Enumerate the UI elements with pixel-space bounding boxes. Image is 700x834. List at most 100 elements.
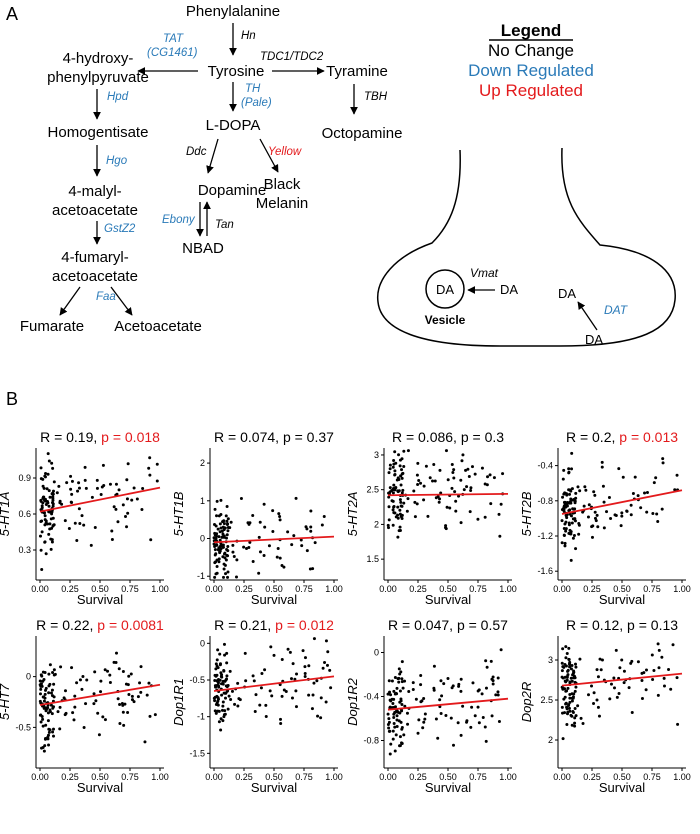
legend: Legend No Change Down Regulated Up Regul… <box>468 21 594 100</box>
data-point <box>415 473 419 477</box>
data-point <box>561 676 565 680</box>
data-point <box>136 695 140 699</box>
data-point <box>52 523 56 527</box>
data-point <box>217 720 221 724</box>
data-point <box>574 547 578 551</box>
data-point <box>388 463 392 467</box>
data-point <box>148 473 152 477</box>
data-point <box>400 476 404 480</box>
data-point <box>51 489 55 493</box>
data-point <box>393 749 397 753</box>
data-point <box>51 504 55 508</box>
data-point <box>220 693 224 697</box>
scatter-plot-5-ht2b: R = 0.2, p = 0.013 -1.6 -1.2 -0.8 -0.4 0.00 0.… <box>519 429 691 607</box>
data-point <box>486 475 490 479</box>
data-point <box>389 693 393 697</box>
data-point <box>593 493 597 497</box>
data-point <box>417 479 421 483</box>
data-point <box>141 487 145 491</box>
correlation-stats: R = 0.19, p = 0.018 <box>40 429 160 445</box>
data-point <box>221 575 225 579</box>
scatter-points <box>386 648 503 756</box>
data-point <box>320 523 324 527</box>
vesicle-da: DA <box>436 282 454 297</box>
data-point <box>484 659 488 663</box>
data-point <box>329 686 333 690</box>
data-point <box>391 523 395 527</box>
data-point <box>499 502 503 506</box>
data-point <box>565 651 569 655</box>
data-point <box>450 462 454 466</box>
scatter-plot-5-ht7: R = 0.22, p = 0.0081 -0.5 0 0.00 0.25 0.50 0.7… <box>0 617 169 795</box>
data-point <box>52 668 56 672</box>
data-point <box>95 478 99 482</box>
data-point <box>563 500 567 504</box>
data-point <box>398 744 402 748</box>
data-point <box>567 703 571 707</box>
data-point <box>125 497 129 501</box>
node-ldopa: L-DOPA <box>206 117 261 134</box>
correlation-stats: R = 0.12, p = 0.13 <box>566 617 678 633</box>
data-point <box>215 658 219 662</box>
data-point <box>595 513 599 517</box>
data-point <box>223 653 227 657</box>
data-point <box>299 538 303 542</box>
data-point <box>51 466 55 470</box>
data-point <box>461 453 465 457</box>
data-point <box>303 671 307 675</box>
data-point <box>48 510 52 514</box>
data-point <box>257 571 261 575</box>
data-point <box>476 517 480 521</box>
regression-line <box>561 489 683 515</box>
data-point <box>126 710 130 714</box>
scatter-points <box>38 452 159 572</box>
data-point <box>216 709 220 713</box>
data-point <box>43 670 47 674</box>
data-point <box>393 725 397 729</box>
data-point <box>93 670 97 674</box>
data-point <box>565 712 569 716</box>
data-point <box>396 677 400 681</box>
node-hydroxyphenylpyruvate-2: phenylpyruvate <box>47 69 149 86</box>
enzyme-th-alias: (Pale) <box>241 97 272 109</box>
data-point <box>567 646 571 650</box>
data-point <box>99 690 103 694</box>
data-point <box>573 519 577 523</box>
data-point <box>279 717 283 721</box>
x-axis-label: Survival <box>599 780 645 795</box>
data-point <box>414 697 418 701</box>
data-point <box>392 505 396 509</box>
data-point <box>587 503 591 507</box>
data-point <box>316 714 320 718</box>
data-point <box>473 472 477 476</box>
data-point <box>231 550 235 554</box>
x-tick-label: 0.00 <box>31 584 49 594</box>
data-point <box>81 675 85 679</box>
x-tick-label: 0.50 <box>265 772 283 782</box>
data-point <box>417 718 421 722</box>
data-point <box>216 703 220 707</box>
scatter-plot-dop1r1: R = 0.21, p = 0.012 -1.5 -1 -0.5 0 0.00 0.25 0.… <box>171 617 343 795</box>
y-tick-label: 2.5 <box>540 695 553 705</box>
data-point <box>614 513 618 517</box>
legend-no-change: No Change <box>488 41 574 60</box>
data-point <box>566 500 570 504</box>
data-point <box>571 696 575 700</box>
y-tick-label: -0.8 <box>537 496 553 506</box>
data-point <box>47 730 51 734</box>
data-point <box>267 544 271 548</box>
data-point <box>218 522 222 526</box>
data-point <box>439 679 443 683</box>
node-fumarylacetoacetate-1: 4-fumaryl- <box>61 249 129 266</box>
scatter-plot-5-ht1a: R = 0.19, p = 0.018 0.3 0.6 0.9 0.00 0.25 0.50… <box>0 429 169 607</box>
node-nbad: NBAD <box>182 240 224 257</box>
data-point <box>602 500 606 504</box>
data-point <box>248 540 252 544</box>
y-axis-label: 5-HT7 <box>0 683 12 720</box>
data-point <box>612 676 616 680</box>
data-point <box>226 570 230 574</box>
data-point <box>564 492 568 496</box>
data-point <box>280 563 284 567</box>
data-point <box>78 678 82 682</box>
data-point <box>462 488 466 492</box>
